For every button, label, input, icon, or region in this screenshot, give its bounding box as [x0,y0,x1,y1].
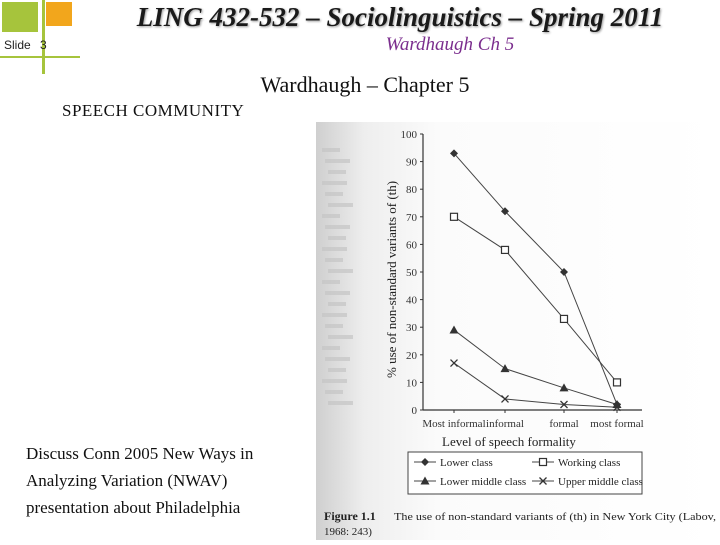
bleed-through-mark [322,313,347,317]
y-tick-label: 40 [406,295,418,307]
bleed-through-mark [328,368,346,372]
figure-caption-line1: The use of non-standard variants of (th)… [394,511,716,523]
decor-line-horizontal [0,56,80,58]
bleed-through-mark [325,225,350,229]
y-tick-label: 70 [406,212,418,224]
data-point [450,359,458,368]
y-tick-label: 10 [406,377,418,389]
bleed-through-text [322,148,353,405]
x-tick-label: formal [549,418,578,430]
data-point [500,245,510,255]
data-point [560,400,568,409]
series-line [453,362,618,408]
legend-entry-label: Lower class [440,457,493,469]
data-point [449,212,459,221]
y-tick-label: 0 [412,405,418,417]
data-point [450,149,458,158]
bleed-through-mark [328,203,353,207]
content-heading: Wardhaugh – Chapter 5 [260,72,470,97]
legend-entry-label: Lower middle class [440,476,526,488]
legend-swatch-marker [421,458,429,466]
bleed-through-mark [325,357,350,361]
bleed-through-mark [322,379,347,383]
bleed-through-mark [325,324,343,328]
data-point [559,314,569,324]
bleed-through-mark [322,148,340,152]
bleed-through-mark [328,401,353,405]
body-line: presentation about Philadelphia [26,498,241,517]
bleed-through-mark [322,181,347,185]
chart-legend: Lower class Working class Lower middle cla… [407,451,643,495]
bleed-through-mark [325,258,343,262]
section-title: SPEECH COMMUNITY [62,101,245,120]
bleed-through-mark [322,247,347,251]
bleed-through-mark [325,159,350,163]
legend-swatch-marker [539,477,547,485]
figure-caption-label: Figure 1.1 [324,509,376,523]
slide-label-text: Slide [4,38,31,52]
body-text: Discuss Conn 2005 New Ways in Analyzing … [26,440,316,521]
body-line: Discuss Conn 2005 New Ways in [26,444,254,463]
bleed-through-mark [322,346,340,350]
y-tick-label: 100 [401,129,418,141]
y-tick-label: 50 [406,267,418,279]
bleed-through-mark [325,192,343,196]
series-line [453,216,618,383]
bleed-through-mark [322,280,340,284]
bleed-through-mark [325,390,343,394]
data-point [501,207,509,216]
decor-square-green [2,2,38,32]
legend-entry-label: Working class [558,457,620,469]
y-tick-label: 80 [406,184,418,196]
x-axis-label: Level of speech formality [442,434,576,449]
legend-swatch-marker [420,476,430,485]
legend-box [407,451,643,495]
slide-subtitle: Wardhaugh Ch 5 [385,34,515,55]
y-axis-label: % use of non-standard variants of (th) [384,181,399,378]
slide-number: 3 [40,38,47,52]
y-tick-label: 60 [406,239,418,251]
slide-number-label: Slide 3 [4,38,47,52]
legend-entry-label: Upper middle class [558,476,643,488]
bleed-through-mark [328,302,346,306]
decor-line-vertical [42,0,45,74]
bleed-through-mark [328,269,353,273]
data-point [559,383,569,392]
bleed-through-mark [325,291,350,295]
data-point [500,364,510,373]
bleed-through-mark [322,214,340,218]
bleed-through-mark [328,236,346,240]
data-point [449,325,459,334]
bleed-through-mark [328,335,353,339]
data-point [501,395,509,403]
figure-caption-line2: 1968: 243) [324,526,372,538]
formality-line-chart: 0 10 20 30 40 50 60 70 80 90 100 Most informal info… [316,122,720,540]
bleed-through-mark [328,170,346,174]
body-line: Analyzing Variation (NWAV) [26,471,228,490]
x-tick-label: Most informal [422,418,485,430]
series-line [453,329,618,405]
y-tick-label: 90 [406,157,418,169]
data-point [612,378,622,387]
book-figure-scan: 0 10 20 30 40 50 60 70 80 90 100 Most informal info… [316,122,720,540]
data-point [612,399,622,408]
legend-swatch-marker [538,457,548,467]
x-tick-label: most formal [590,418,643,430]
data-point [613,403,621,412]
y-tick-label: 30 [406,322,418,334]
decor-square-orange [46,2,72,26]
x-tick-label: informal [486,418,524,430]
data-point [560,268,568,276]
series-line [453,152,618,405]
slide-title: LING 432-532 – Sociolinguistics – Spring… [136,2,664,32]
y-tick-label: 20 [406,350,418,362]
